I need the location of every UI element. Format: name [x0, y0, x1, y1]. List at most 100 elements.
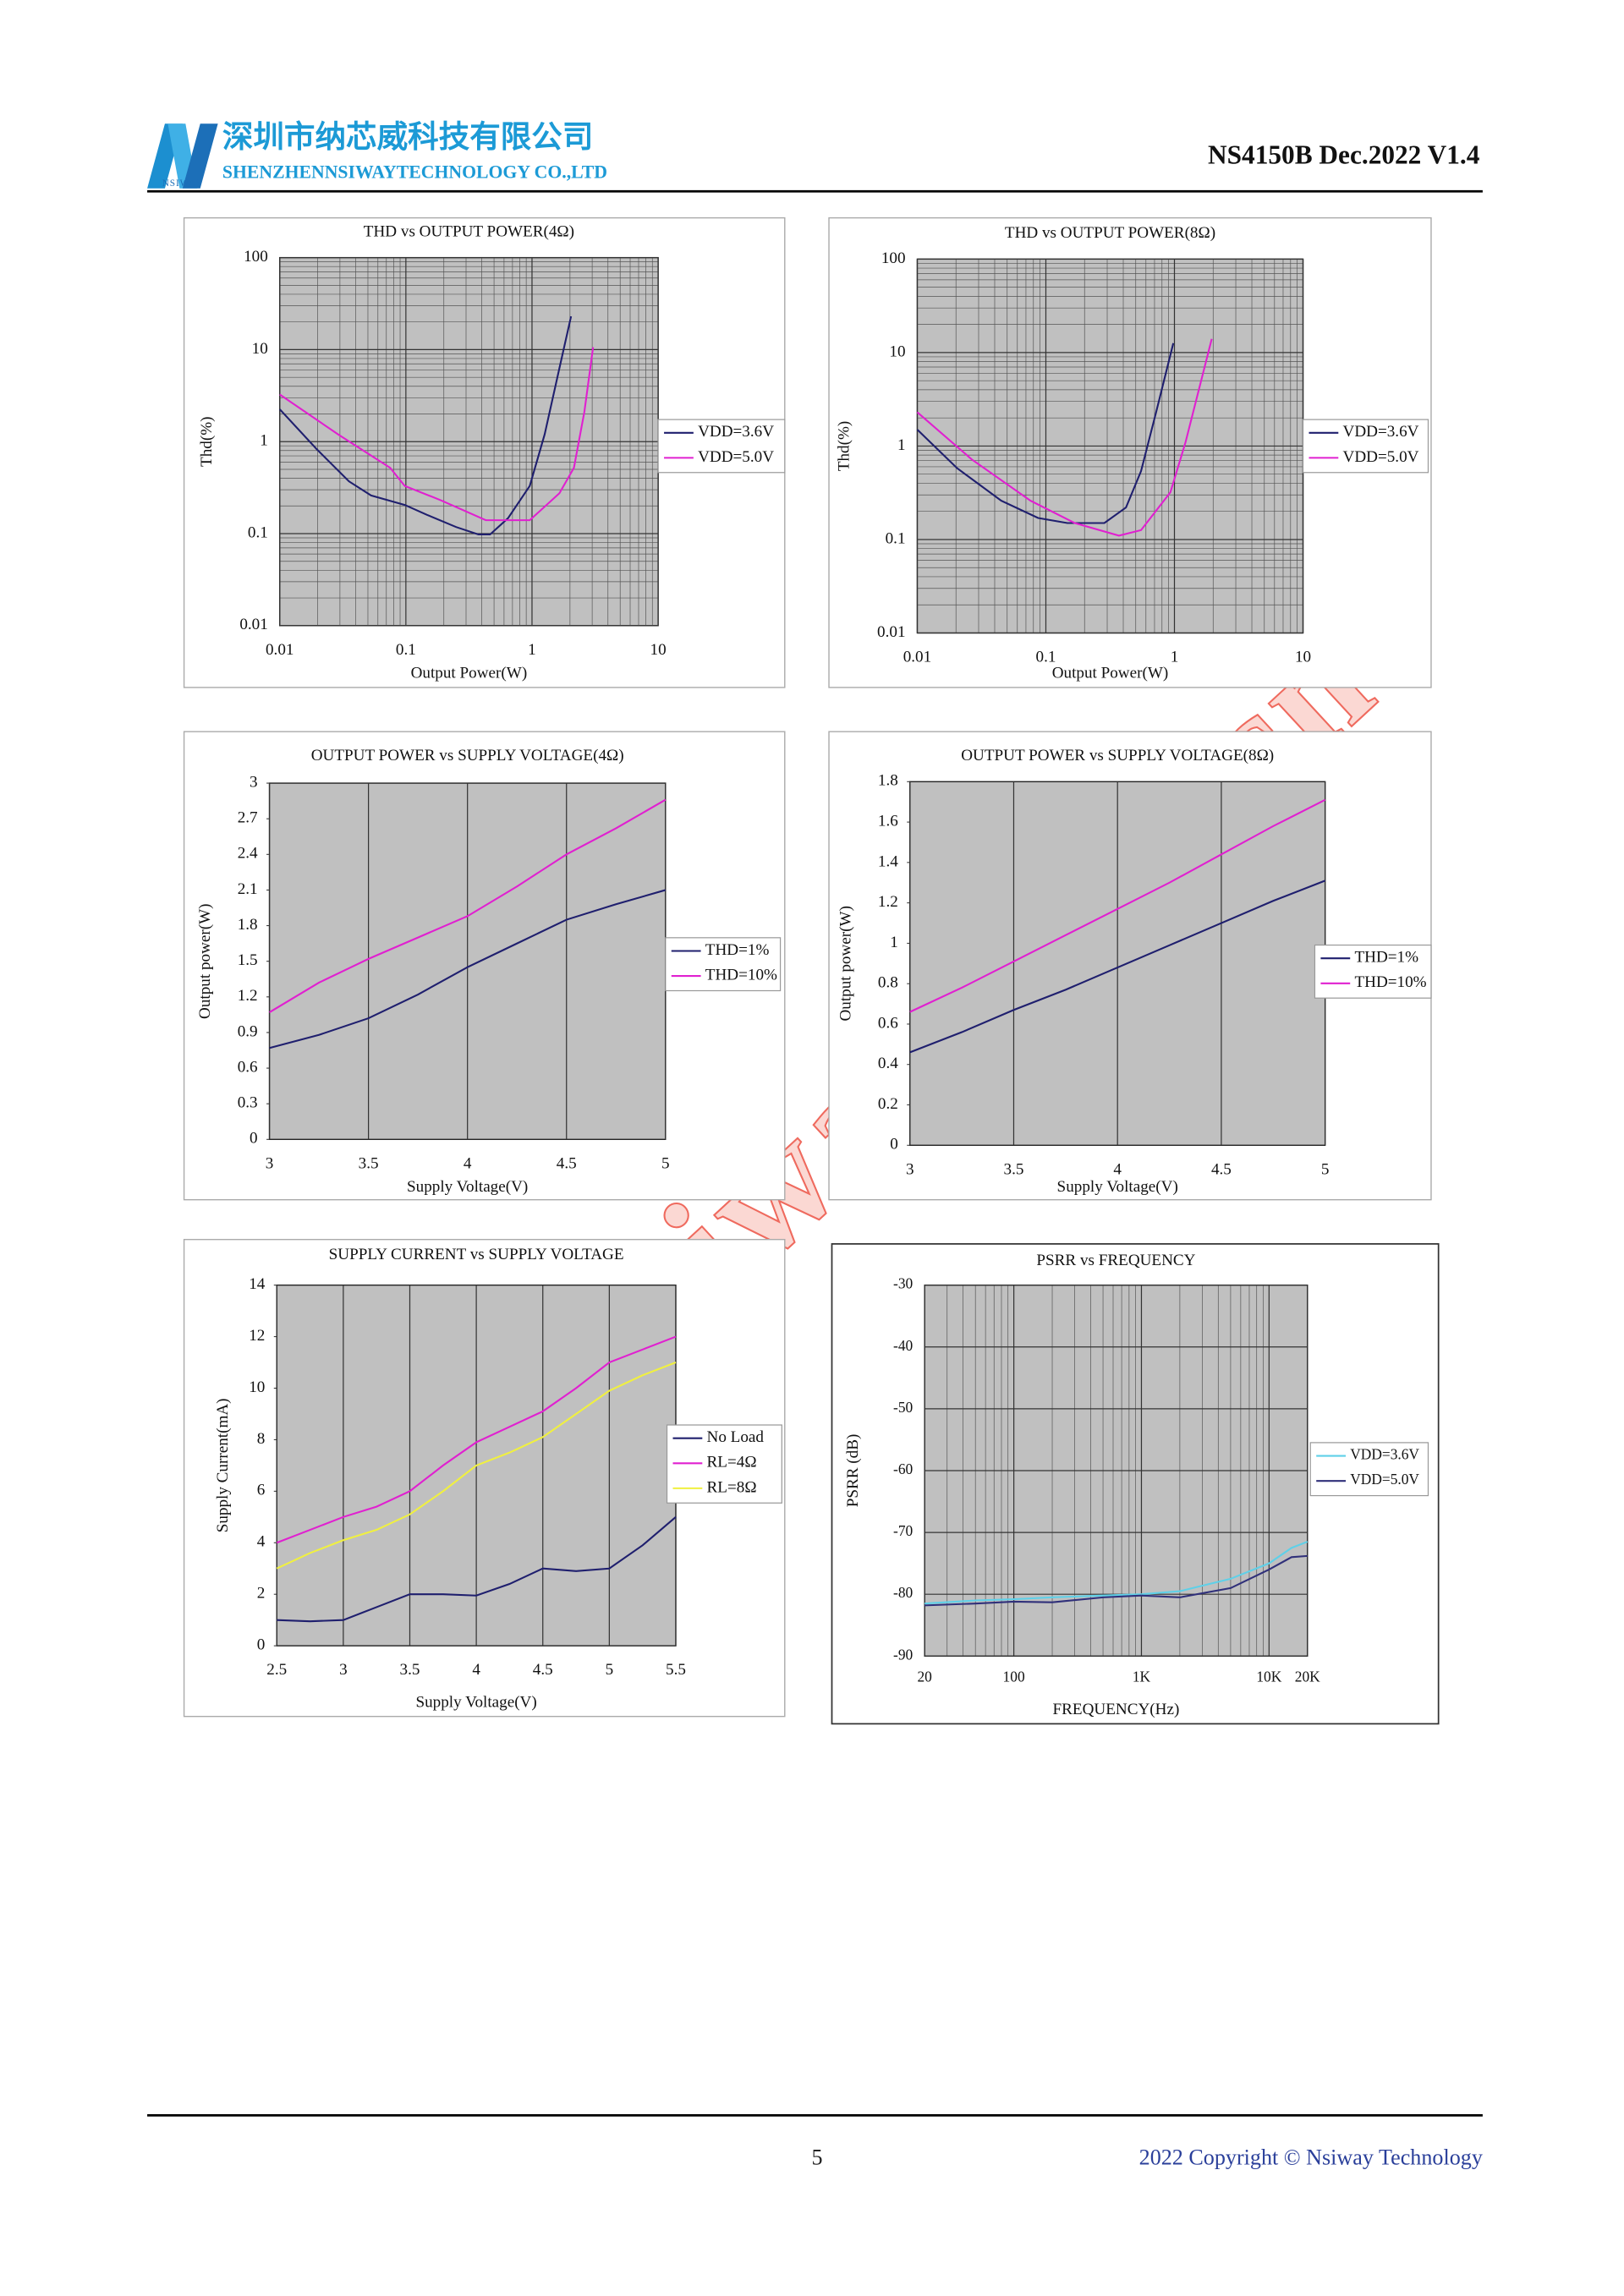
legend-label: No Load [707, 1428, 765, 1446]
y-tick-label: 0.3 [238, 1094, 258, 1112]
y-tick-label: 0.4 [878, 1055, 898, 1072]
series-line [909, 798, 1326, 1013]
y-tick-label: 1.2 [878, 893, 898, 911]
x-tick-label: 20 [917, 1668, 932, 1685]
series-line [279, 347, 595, 522]
y-axis-label: Thd(%) [836, 421, 853, 471]
y-tick-label: -70 [893, 1522, 913, 1539]
y-tick-label: 0.01 [239, 616, 267, 633]
series-line [924, 1554, 1308, 1607]
y-tick-label: 14 [249, 1275, 266, 1293]
legend-label: RL=4Ω [707, 1454, 757, 1471]
x-tick-label: 5 [606, 1661, 614, 1679]
chart-title: THD vs OUTPUT POWER(8Ω) [1005, 224, 1215, 242]
y-tick-label: 1.4 [878, 852, 898, 870]
chart: 20 100 1K 10K 20K -90 -80 -70 -60 -50 -40 -30 VDD=3.… [831, 1243, 1440, 1725]
y-tick-label: 1.8 [878, 772, 898, 790]
chart-title: OUTPUT POWER vs SUPPLY VOLTAGE(8Ω) [961, 747, 1274, 764]
y-tick-label: 6 [257, 1482, 266, 1499]
y-axis-label: Thd(%) [198, 416, 216, 466]
legend-label: VDD=5.0V [1343, 448, 1419, 466]
y-tick-label: 100 [244, 248, 268, 266]
series-line [916, 342, 1175, 524]
company-en: SHENZHENNSIWAYTECHNOLOGY CO.,LTD [222, 162, 607, 182]
legend-label: VDD=3.6V [1343, 423, 1419, 441]
x-tick-label: 0.01 [903, 648, 931, 666]
y-tick-label: -60 [893, 1460, 913, 1477]
logo-text: NSIWAY [162, 178, 203, 189]
y-tick-label: 1 [897, 436, 906, 454]
y-tick-label: 0 [257, 1636, 266, 1654]
x-tick-label: 4 [1113, 1160, 1122, 1178]
x-tick-label: 0.01 [266, 641, 294, 659]
chart-title: PSRR vs FREQUENCY [1036, 1252, 1195, 1269]
legend-label: THD=1% [1354, 949, 1418, 967]
legend-box [1309, 1442, 1429, 1497]
x-tick-label: 1K [1133, 1668, 1151, 1685]
x-axis-label: Output Power(W) [1052, 665, 1169, 682]
x-tick-label: 0.1 [1036, 648, 1056, 666]
y-tick-label: 12 [249, 1327, 265, 1345]
y-tick-label: -90 [893, 1646, 913, 1663]
y-tick-label: 3 [250, 773, 258, 791]
legend-box [1314, 944, 1432, 999]
x-tick-label: 5 [1321, 1160, 1330, 1178]
y-tick-label: 1.6 [878, 812, 898, 830]
y-tick-label: 2 [257, 1585, 266, 1603]
x-tick-label: 3 [906, 1160, 914, 1178]
y-tick-label: 0.6 [878, 1014, 898, 1032]
legend-label: THD=10% [1354, 973, 1426, 991]
x-axis-label: Supply Voltage(V) [1057, 1178, 1178, 1196]
series-line [276, 1335, 677, 1544]
x-tick-label: 4 [472, 1661, 480, 1679]
logo: NSIWAY [147, 123, 218, 189]
legend-label: VDD=3.6V [1350, 1446, 1419, 1463]
x-tick-label: 10K [1256, 1668, 1281, 1685]
y-tick-label: -50 [893, 1399, 913, 1416]
x-tick-label: 20K [1295, 1668, 1320, 1685]
series-line [278, 315, 573, 536]
legend-label: THD=10% [705, 966, 777, 984]
doc-title: NS4150B Dec.2022 V1.4 [1208, 140, 1480, 169]
y-tick-label: 100 [881, 249, 906, 267]
y-tick-label: 0.01 [877, 623, 905, 641]
y-tick-label: 0 [250, 1130, 258, 1148]
y-tick-label: 0.1 [886, 529, 906, 547]
y-tick-label: 1.5 [238, 951, 258, 969]
chart-title: THD vs OUTPUT POWER(4Ω) [364, 222, 574, 240]
y-tick-label: 0 [890, 1136, 898, 1153]
legend-label: RL=8Ω [707, 1478, 757, 1496]
x-tick-label: 0.1 [396, 641, 416, 659]
series-line [277, 1516, 677, 1623]
company-cn: 深圳市纳芯威科技有限公司 [222, 119, 594, 154]
y-tick-label: 0.6 [238, 1058, 258, 1076]
series-line [269, 798, 667, 1013]
y-tick-label: 2.4 [238, 845, 258, 863]
y-axis-label: Output power(W) [196, 903, 214, 1019]
y-tick-label: 1 [260, 432, 268, 450]
legend-box [657, 419, 786, 474]
chart: 0.01 0.1 1 10 0.01 0.1 1 10 100 VDD=3.6V VDD=5.0V T… [828, 216, 1432, 688]
y-tick-label: 2.7 [238, 809, 258, 827]
y-tick-label: 1.2 [238, 987, 258, 1005]
logo-shape [182, 123, 218, 189]
legend-box [1302, 419, 1429, 474]
y-tick-label: -30 [893, 1275, 913, 1292]
x-tick-label: 10 [650, 641, 667, 659]
x-axis-label: Supply Voltage(V) [407, 1178, 528, 1196]
legend-box [665, 937, 782, 992]
series-line [924, 1541, 1309, 1605]
chart: 0.01 0.1 1 10 0.01 0.1 1 10 100 VDD=3.6V VDD=5.0V T… [183, 216, 786, 688]
x-axis-label: Output Power(W) [411, 665, 528, 682]
y-tick-label: -40 [893, 1337, 913, 1354]
y-tick-label: 1 [890, 934, 898, 951]
x-tick-label: 10 [1295, 648, 1311, 666]
x-tick-label: 4 [464, 1154, 472, 1172]
chart: 3 3.5 4 4.5 5 0 0.3 0.6 0.9 1.2 1.5 1.8 2.1 2.4 2.7 3 TH… [183, 731, 786, 1201]
series-line [909, 879, 1326, 1054]
x-tick-label: 3.5 [400, 1661, 420, 1679]
chart-title: OUTPUT POWER vs SUPPLY VOLTAGE(4Ω) [311, 747, 624, 764]
x-tick-label: 4.5 [1211, 1160, 1232, 1178]
y-tick-label: 10 [889, 342, 905, 360]
